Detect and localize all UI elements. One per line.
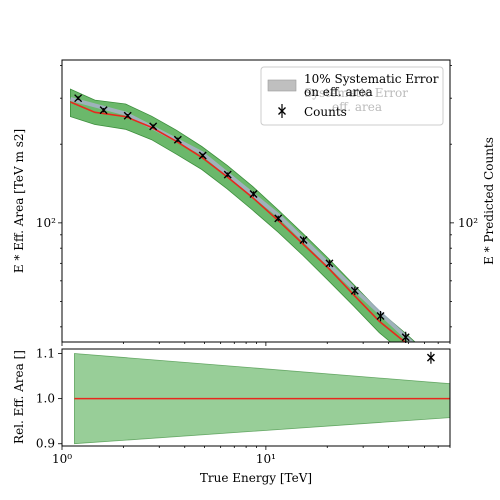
- legend-ghost-line1: Systematic Error: [304, 86, 408, 100]
- counts-point: [99, 106, 108, 115]
- legend: Systematic Error eff. area 10% Systemati…: [260, 66, 444, 126]
- counts-point: [274, 214, 283, 223]
- bottom-y-tick-label: 1.0: [36, 392, 55, 406]
- bottom-ticks: 10⁰ 10¹ 0.9 1.0 1.1: [36, 347, 451, 466]
- counts-point: [198, 151, 207, 160]
- legend-ghost-line2: eff. area: [332, 100, 382, 114]
- right-y-axis-label: E * Predicted Counts: [482, 137, 496, 265]
- counts-point: [149, 122, 158, 131]
- x-tick-label: 10⁰: [52, 452, 72, 466]
- legend-box: [260, 66, 444, 126]
- counts-point: [350, 286, 359, 295]
- legend-band-label-line2: on eff. area: [304, 85, 373, 99]
- counts-point: [376, 310, 385, 322]
- bottom-plot-frame: [61, 348, 451, 447]
- legend-counts-label: Counts: [304, 105, 347, 119]
- systematic-error-band: [70, 88, 416, 342]
- top-plot-frame: [61, 59, 451, 343]
- y-tick-label-left: 10²: [36, 216, 56, 230]
- x-tick-label: 10¹: [256, 452, 276, 466]
- legend-band-label-line1: 10% Systematic Error: [304, 72, 439, 86]
- top-ticks: 10² 10²: [36, 65, 478, 346]
- bottom-panel: 10⁰ 10¹ 0.9 1.0 1.1 Rel. Eff. Area [] True E…: [12, 347, 451, 485]
- counts-point: [426, 351, 435, 364]
- counts-series: [74, 94, 435, 364]
- bottom-y-axis-label: Rel. Eff. Area []: [12, 350, 26, 444]
- counts-point: [325, 259, 334, 268]
- model-line: [70, 101, 406, 342]
- counts-point: [299, 235, 308, 244]
- counts-point: [401, 331, 410, 343]
- legend-band-swatch: [267, 79, 297, 92]
- x-axis-label: True Energy [TeV]: [200, 471, 312, 485]
- top-y-axis-label: E * Eff. Area [TeV m s2]: [12, 129, 26, 273]
- counts-point: [223, 170, 232, 179]
- counts-point: [123, 111, 132, 120]
- counts-point: [173, 135, 182, 144]
- bottom-y-tick-label: 0.9: [36, 437, 55, 451]
- systematic-band: [70, 88, 416, 342]
- bottom-y-tick-label: 1.1: [36, 347, 55, 361]
- counts-point: [74, 94, 83, 103]
- y-tick-label-right: 10²: [458, 216, 478, 230]
- counts-point: [249, 189, 258, 198]
- legend-counts-marker: [278, 104, 286, 118]
- model-curve: [70, 101, 406, 342]
- top-panel: 10² 10² Systematic Error eff. area 10% Sy…: [12, 59, 496, 364]
